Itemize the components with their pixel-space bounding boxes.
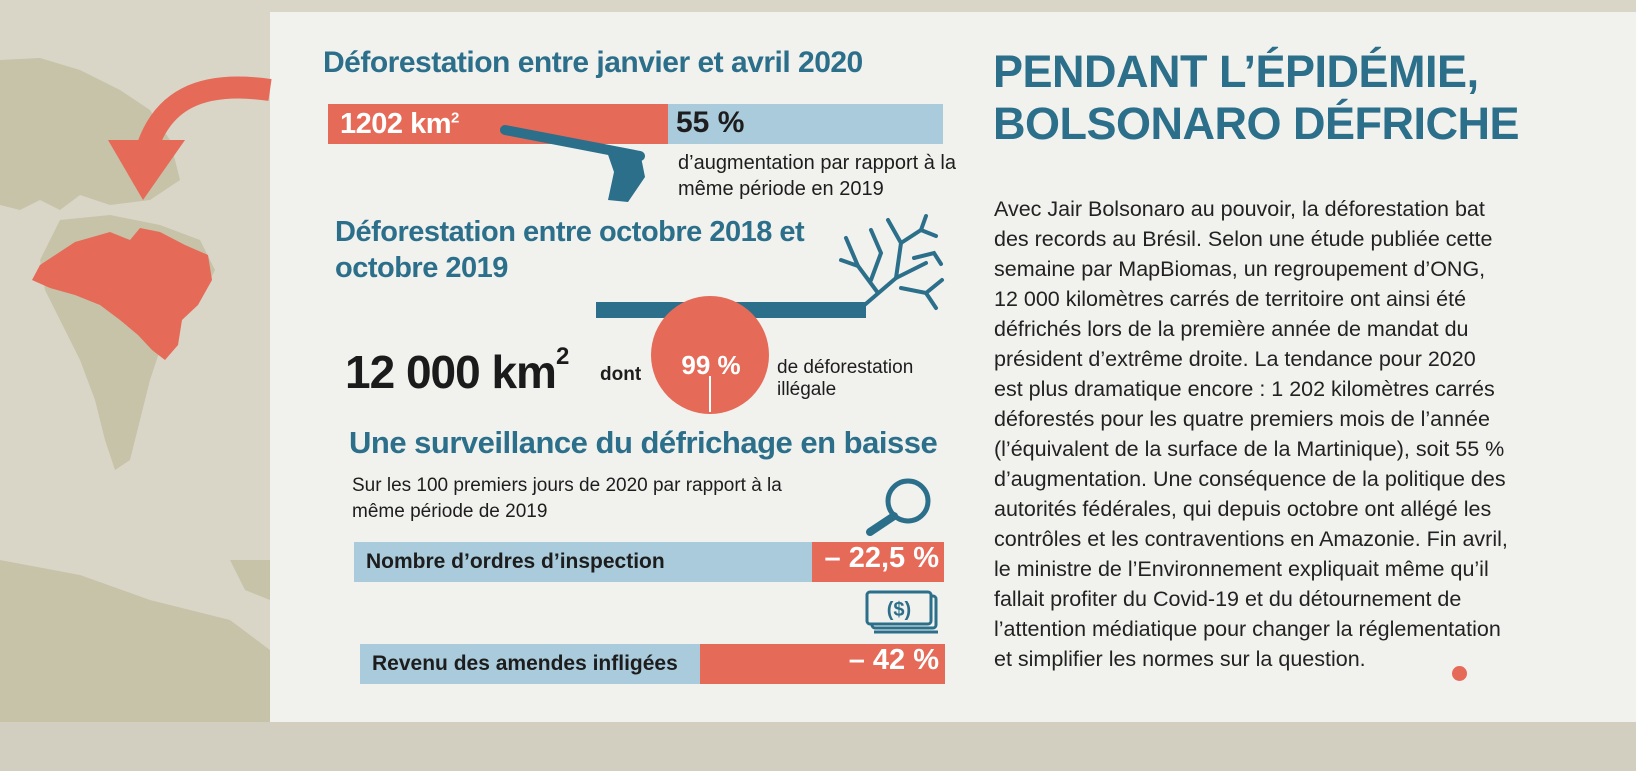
section-title-2018-2019: Déforestation entre octobre 2018 et octo… [335, 216, 805, 284]
axe-icon [500, 125, 645, 202]
inspection-label: Nombre d’ordres d’inspection [366, 550, 665, 573]
section-title-2020: Déforestation entre janvier et avril 202… [323, 46, 863, 79]
banknotes-icon: ($) [865, 590, 938, 634]
bottom-strip [0, 722, 1636, 771]
increase-percent: 55 % [676, 106, 745, 139]
fines-change-bar [700, 644, 945, 684]
area-2020-bar [328, 104, 668, 144]
illegal-percent: 99 % [681, 350, 741, 380]
tree-icon [596, 214, 944, 318]
section-title-surveillance: Une surveillance du défrichage en baisse [349, 425, 938, 460]
illegal-description: de déforestation illégale [777, 357, 914, 400]
connector-word: dont [600, 364, 642, 385]
area-2018-2019-number: 12 000 km [345, 346, 557, 398]
area-2018-2019-exponent: 2 [555, 343, 569, 370]
inspection-change: – 22,5 % [824, 542, 939, 574]
area-2020-number: 1202 km [340, 108, 452, 140]
fines-label: Revenu des amendes infligées [372, 652, 678, 675]
brazil-map [32, 228, 212, 360]
increase-description: d’augmentation par rapport à la même pér… [678, 152, 956, 200]
article-headline: PENDANT L’ÉPIDÉMIE, BOLSONARO DÉFRICHE [993, 46, 1520, 149]
area-2018-2019-value: 12 000 km2 [345, 343, 569, 399]
article-body: Avec Jair Bolsonaro au pouvoir, la défor… [994, 197, 1508, 671]
surveillance-subtitle: Sur les 100 premiers jours de 2020 par r… [352, 475, 782, 522]
svg-text:($): ($) [887, 599, 911, 621]
magnifier-icon [866, 478, 931, 536]
end-of-article-dot [1452, 666, 1467, 681]
circle-divider [709, 376, 711, 412]
inspection-change-bar [812, 542, 944, 582]
curved-arrow-icon [108, 76, 272, 200]
area-2020-exponent: 2 [451, 109, 459, 127]
area-2020-value: 1202 km2 [340, 108, 459, 141]
fines-change: – 42 % [848, 644, 939, 676]
